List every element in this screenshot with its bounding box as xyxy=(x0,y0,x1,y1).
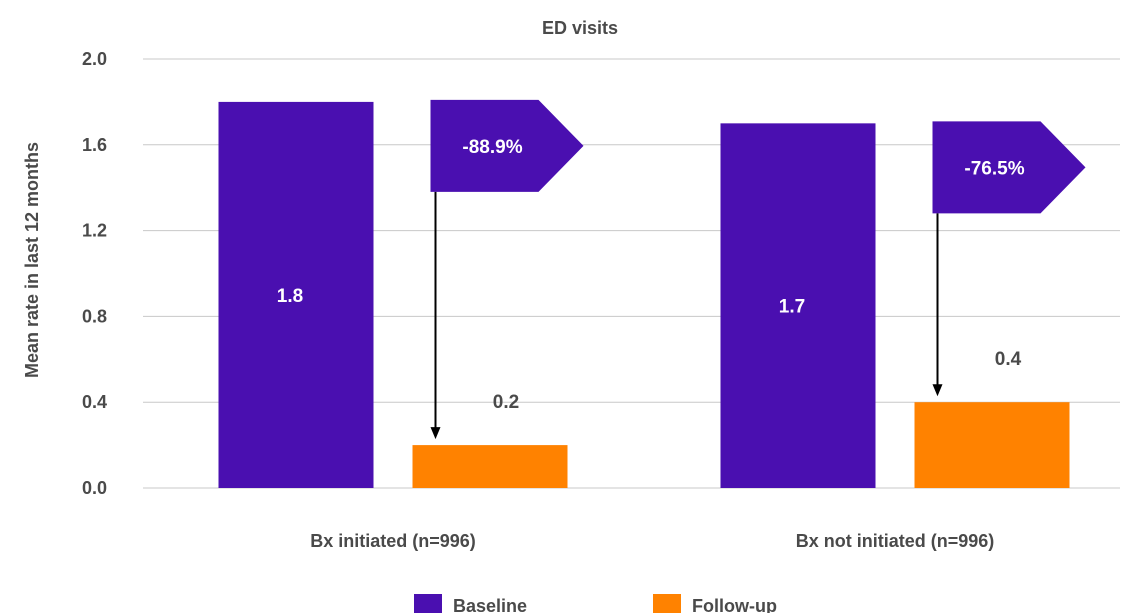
change-callout xyxy=(932,121,1086,214)
arrow-head-icon xyxy=(430,427,441,440)
change-percent-label: -76.5% xyxy=(964,158,1024,179)
follow-up-bar xyxy=(412,445,568,488)
y-tick-label: 2.0 xyxy=(82,49,107,69)
y-tick-label: 0.0 xyxy=(82,478,107,498)
category-label: Bx not initiated (n=996) xyxy=(796,531,995,551)
y-tick-label: 1.6 xyxy=(82,135,107,155)
chart-title: ED visits xyxy=(542,18,618,38)
y-axis-label: Mean rate in last 12 months xyxy=(22,142,42,378)
y-tick-label: 0.4 xyxy=(82,392,107,412)
bar-value-label: 1.8 xyxy=(277,286,303,307)
legend-swatch-baseline xyxy=(414,594,442,613)
y-tick-label: 1.2 xyxy=(82,221,107,241)
category-label: Bx initiated (n=996) xyxy=(310,531,476,551)
legend-label: Follow-up xyxy=(692,596,777,613)
follow-up-bar xyxy=(914,402,1070,488)
change-percent-label: -88.9% xyxy=(462,137,522,158)
bar-value-label: 0.2 xyxy=(493,392,519,413)
y-tick-label: 0.8 xyxy=(82,306,107,326)
bar-value-label: 0.4 xyxy=(995,349,1022,370)
legend-swatch-follow-up xyxy=(653,594,681,613)
change-callout xyxy=(430,99,584,192)
arrow-head-icon xyxy=(932,384,943,397)
baseline-bar xyxy=(218,101,374,489)
baseline-bar xyxy=(720,123,876,488)
bar-value-label: 1.7 xyxy=(779,297,805,318)
legend-label: Baseline xyxy=(453,596,527,613)
